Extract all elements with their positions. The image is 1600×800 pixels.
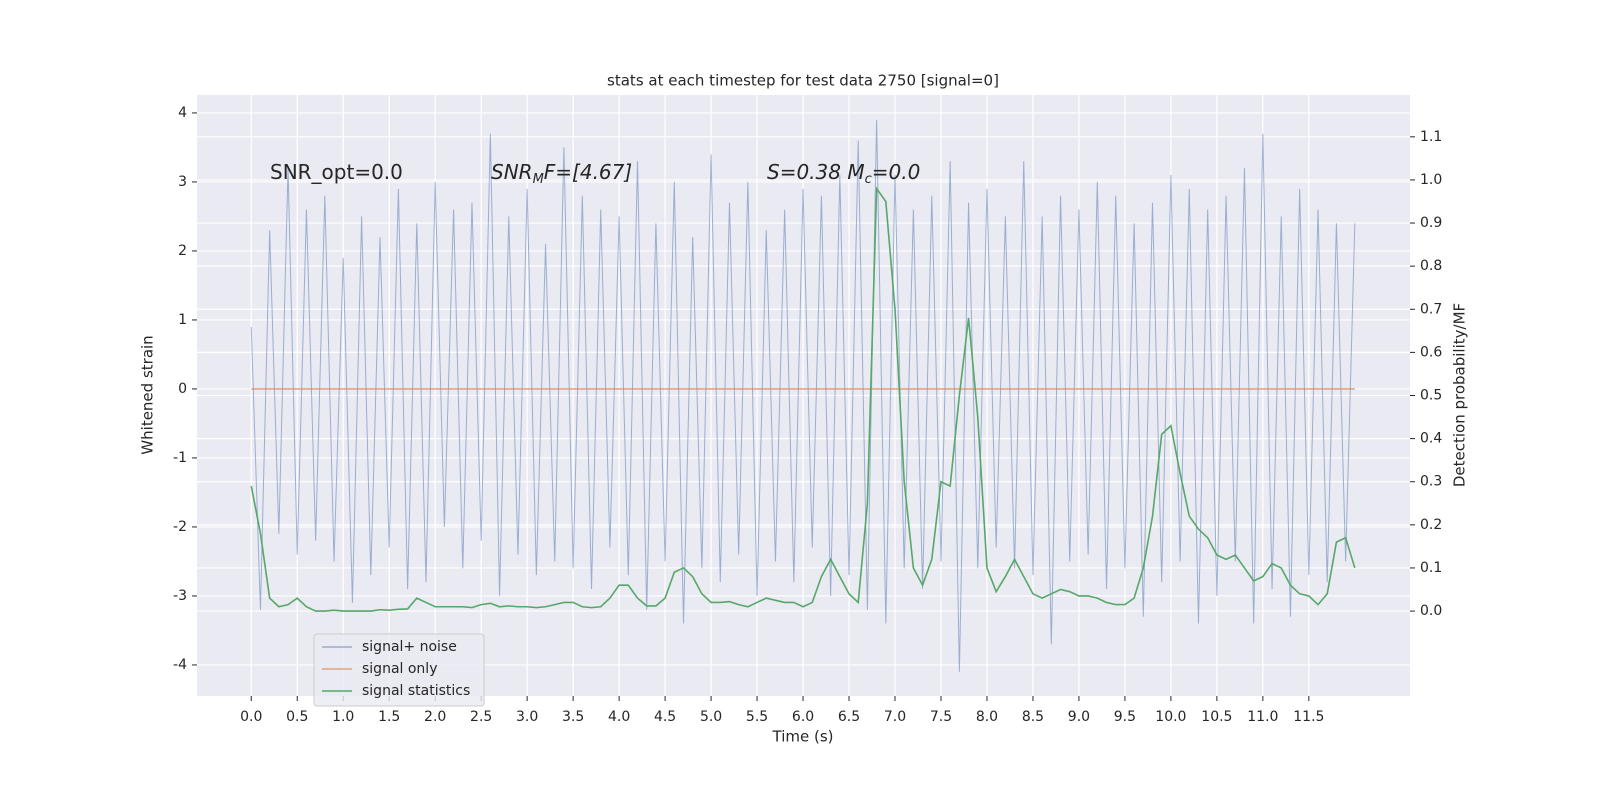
y2-tick-label: 0.7 bbox=[1420, 301, 1442, 317]
overlay: SNR_opt=0.0 SNRMF=[4.67] S=0.38 Mc=0.0 sign… bbox=[270, 160, 920, 707]
y-axis-label: Whitened strain bbox=[139, 335, 157, 454]
annotation-text: =0.0 bbox=[872, 160, 921, 184]
x-tick-label: 11.0 bbox=[1247, 709, 1278, 725]
y2-tick-label: 0.5 bbox=[1420, 388, 1442, 404]
y2-tick-label: 0.0 bbox=[1420, 603, 1442, 619]
y-tick-label: 2 bbox=[178, 243, 187, 259]
annotation: SNRMF=[4.67] bbox=[491, 160, 632, 187]
x-tick-label: 8.5 bbox=[1022, 709, 1044, 725]
annotation-subscript: c bbox=[865, 172, 872, 187]
annotation: S=0.38 Mc=0.0 bbox=[767, 160, 920, 187]
annotation-text: S=0.38 M bbox=[767, 160, 865, 184]
y-tick-label: 0 bbox=[178, 381, 187, 397]
annotation-subscript: M bbox=[533, 172, 544, 187]
x-tick-label: 1.0 bbox=[332, 709, 354, 725]
x-tick-label: 0.0 bbox=[240, 709, 262, 725]
x-tick-label: 5.5 bbox=[746, 709, 768, 725]
y2-tick-label: 0.6 bbox=[1420, 344, 1442, 360]
y2-tick-label: 0.4 bbox=[1420, 431, 1442, 447]
x-tick-label: 3.5 bbox=[562, 709, 584, 725]
line-series bbox=[250, 186, 1356, 612]
x-tick-label: 7.5 bbox=[930, 709, 952, 725]
legend: signal+ noise signal only signal statistic… bbox=[313, 633, 485, 707]
x-tick-label: 2.5 bbox=[470, 709, 492, 725]
legend-label: signal statistics bbox=[362, 683, 470, 699]
y2-tick-label: 0.8 bbox=[1420, 258, 1442, 274]
y2-tick-label: 0.9 bbox=[1420, 215, 1442, 231]
y-tick-label: -2 bbox=[173, 519, 187, 535]
legend-box bbox=[313, 633, 485, 707]
y-tick-label: 3 bbox=[178, 174, 187, 190]
x-tick-label: 10.5 bbox=[1201, 709, 1232, 725]
x-tick-label: 6.5 bbox=[838, 709, 860, 725]
y-tick-label: 4 bbox=[178, 105, 187, 121]
chart-title: stats at each timestep for test data 275… bbox=[607, 72, 999, 90]
x-tick-label: 10.0 bbox=[1155, 709, 1186, 725]
x-tick-label: 0.5 bbox=[286, 709, 308, 725]
y2-tick-label: 1.1 bbox=[1420, 129, 1442, 145]
x-axis-label: Time (s) bbox=[772, 728, 834, 746]
x-tick-label: 9.0 bbox=[1068, 709, 1090, 725]
x-tick-label: 2.0 bbox=[424, 709, 446, 725]
x-tick-label: 4.0 bbox=[608, 709, 630, 725]
annotation-text: SNR_opt=0.0 bbox=[270, 160, 403, 184]
x-tick-label: 6.0 bbox=[792, 709, 814, 725]
x-tick-label: 5.0 bbox=[700, 709, 722, 725]
y-tick-label: -1 bbox=[173, 450, 187, 466]
y-tick-label: 1 bbox=[178, 312, 187, 328]
line-series bbox=[250, 119, 1356, 672]
grid: 0.0 0.5 1.0 1.5 2.0 2.5 3.0 3.5 4.0 4.5 5.0 5.5 6.0 6… bbox=[173, 95, 1442, 725]
x-tick-label: 1.5 bbox=[378, 709, 400, 725]
annotation: SNR_opt=0.0 bbox=[270, 160, 403, 184]
legend-label: signal+ noise bbox=[362, 639, 457, 655]
y2-tick-label: 1.0 bbox=[1420, 172, 1442, 188]
x-tick-label: 9.5 bbox=[1114, 709, 1136, 725]
x-tick-label: 3.0 bbox=[516, 709, 538, 725]
x-tick-label: 4.5 bbox=[654, 709, 676, 725]
annotation-text: SNR bbox=[491, 160, 533, 184]
y2-tick-label: 0.3 bbox=[1420, 474, 1442, 490]
y2-axis-label: Detection probability/MF bbox=[1451, 303, 1469, 487]
marks bbox=[250, 119, 1356, 672]
annotation-text: F=[4.67] bbox=[544, 160, 632, 184]
legend-label: signal only bbox=[362, 661, 437, 677]
y-tick-label: -3 bbox=[173, 588, 187, 604]
y2-tick-label: 0.2 bbox=[1420, 517, 1442, 533]
x-tick-label: 11.5 bbox=[1293, 709, 1324, 725]
x-tick-label: 7.0 bbox=[884, 709, 906, 725]
x-tick-label: 8.0 bbox=[976, 709, 998, 725]
y-tick-label: -4 bbox=[173, 657, 187, 673]
y2-tick-label: 0.1 bbox=[1420, 560, 1442, 576]
